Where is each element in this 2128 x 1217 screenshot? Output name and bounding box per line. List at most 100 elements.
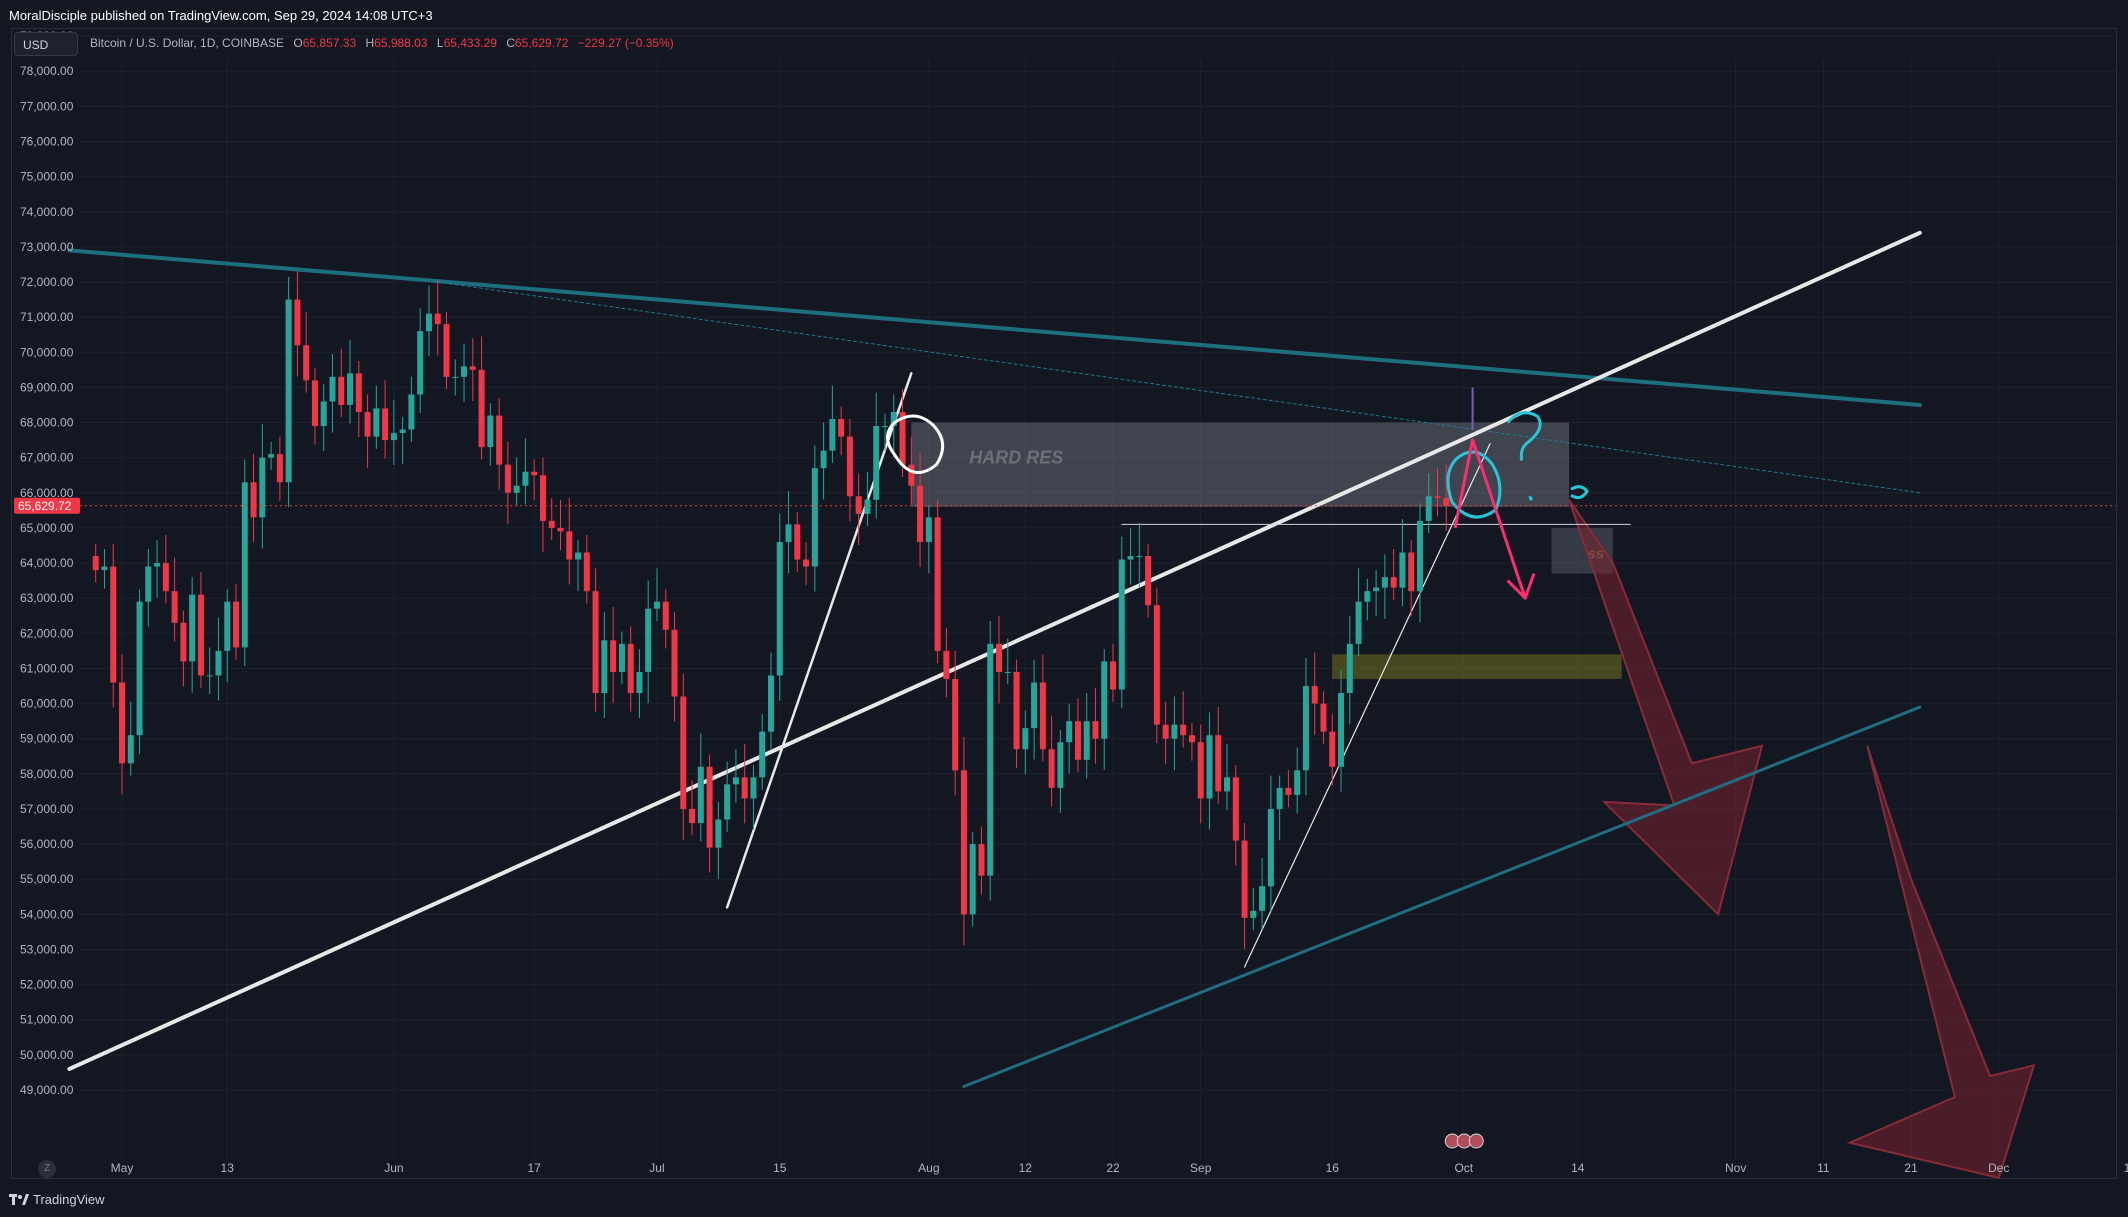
candle-body [899, 411, 906, 465]
candle-body [1250, 910, 1257, 918]
candle-body [241, 482, 248, 648]
candle [180, 610, 187, 687]
candle-body [785, 524, 792, 542]
currency-button[interactable]: USD [14, 32, 78, 56]
candle-body [1039, 682, 1046, 750]
candle [636, 649, 643, 718]
x-tick-label: 16 [2124, 1161, 2128, 1175]
candle-body [653, 601, 660, 609]
candle [303, 311, 310, 393]
candle-body [820, 450, 827, 469]
y-tick-label: 56,000.00 [20, 837, 74, 851]
tradingview-logo[interactable]: TradingView [9, 1192, 105, 1207]
candle-body [1153, 605, 1160, 725]
candle-body [741, 777, 748, 799]
candle-body [548, 520, 555, 528]
candle-body [1145, 556, 1152, 606]
candle [513, 457, 520, 506]
y-tick-label: 52,000.00 [20, 978, 74, 992]
candle [1302, 657, 1309, 796]
descending-dotted-line [437, 281, 1921, 494]
candle-body [320, 401, 327, 427]
candle-body [1083, 721, 1090, 760]
candle-body [373, 408, 380, 437]
candle [627, 626, 634, 712]
candle [969, 831, 976, 927]
candle-body [1346, 643, 1353, 694]
hard-res-zone [911, 422, 1570, 507]
candle [215, 617, 222, 701]
candle [127, 701, 134, 776]
x-tick-label: Dec [1988, 1161, 2009, 1175]
candle [1346, 615, 1353, 725]
candle [197, 571, 204, 688]
candle [820, 422, 827, 500]
candle [206, 647, 213, 695]
candle [1057, 729, 1064, 813]
candle-body [767, 675, 774, 732]
economic-event-icon [1468, 1133, 1484, 1149]
candle [566, 498, 573, 585]
low-value: 65,433.29 [443, 36, 497, 50]
candle-body [636, 671, 643, 694]
x-tick-label: 17 [528, 1161, 542, 1175]
zoom-reset-button[interactable]: Z [38, 1160, 56, 1178]
candle-body [759, 731, 766, 778]
candle-body [1118, 559, 1125, 690]
candle [750, 765, 757, 830]
candle [1031, 659, 1038, 760]
candle [583, 534, 590, 604]
candle [1232, 765, 1239, 866]
candle-body [838, 419, 845, 437]
candle [592, 568, 599, 712]
candle-body [908, 464, 915, 486]
candle [136, 589, 143, 754]
tradingview-logo-icon [9, 1193, 29, 1205]
candle [1276, 775, 1283, 841]
candle [785, 491, 792, 574]
candle-body [1416, 520, 1423, 592]
candle [469, 338, 476, 402]
candle [557, 499, 564, 551]
y-tick-label: 72,000.00 [20, 275, 74, 289]
candle [250, 454, 257, 543]
candle-body [776, 541, 783, 676]
x-tick-label: 15 [773, 1161, 787, 1175]
candle [548, 498, 555, 541]
candle-body [1267, 808, 1274, 887]
candle-body [1425, 496, 1432, 521]
candle [1074, 698, 1081, 773]
candle-body [250, 482, 257, 518]
y-tick-label: 68,000.00 [20, 416, 74, 430]
candle-body [557, 527, 564, 532]
candle-body [803, 559, 810, 567]
x-tick-label: May [111, 1161, 134, 1175]
candle-body [1381, 577, 1388, 588]
y-tick-label: 54,000.00 [20, 907, 74, 921]
candle-body [171, 591, 178, 623]
candle [241, 459, 248, 666]
x-tick-label: 16 [1326, 1161, 1340, 1175]
candle-body [732, 777, 739, 785]
candle-body [1110, 661, 1117, 690]
candle-body [145, 566, 152, 602]
candle-body [206, 675, 213, 677]
candle [1171, 696, 1178, 770]
candle [1443, 464, 1450, 531]
candle-body [1224, 777, 1231, 792]
candle [697, 733, 704, 842]
candle [680, 673, 687, 841]
candle [645, 580, 652, 704]
candle-body [697, 766, 704, 824]
candle-body [1074, 721, 1081, 760]
candle [1373, 570, 1380, 617]
candle [1381, 554, 1388, 619]
candle-body [127, 735, 134, 764]
candle-body [162, 563, 169, 592]
y-tick-label: 62,000.00 [20, 626, 74, 640]
open-label: O [293, 36, 303, 50]
candle [934, 499, 941, 664]
candle-body [268, 454, 275, 458]
x-tick-label: 13 [221, 1161, 235, 1175]
